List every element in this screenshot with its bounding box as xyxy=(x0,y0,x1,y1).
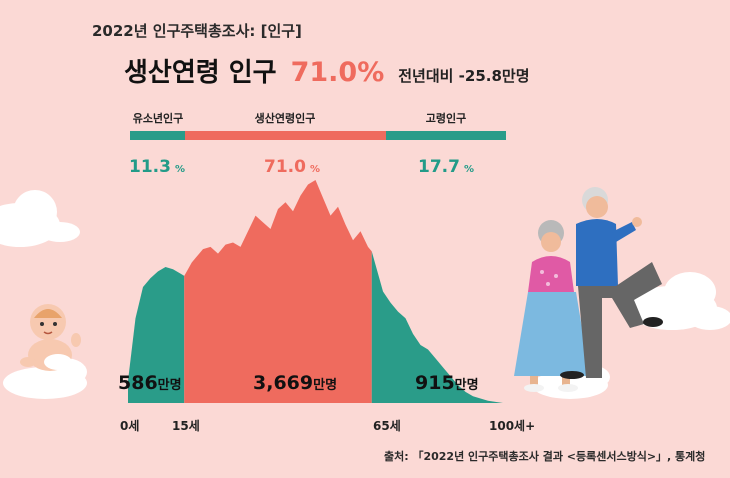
proportion-bar-youth xyxy=(130,131,185,140)
count-unit: 만명 xyxy=(454,378,479,393)
group-count-working: 3,669만명 xyxy=(253,372,337,394)
group-label-youth: 유소년인구 xyxy=(132,112,184,125)
group-percent-working: 71.0% xyxy=(264,157,320,177)
survey-title: 2022년 인구주택총조사: [인구] xyxy=(92,22,302,40)
percent-value: 71.0 xyxy=(264,157,306,177)
count-unit: 만명 xyxy=(157,378,182,393)
percent-value: 11.3 xyxy=(129,157,171,177)
group-label-elderly: 고령인구 xyxy=(425,112,467,125)
proportion-bar-elderly xyxy=(386,131,506,140)
cloud-left-decoration xyxy=(0,190,80,247)
x-tick-label: 100세+ xyxy=(489,419,536,433)
proportion-bar-working xyxy=(185,131,386,140)
count-unit: 만명 xyxy=(313,378,338,393)
group-percent-elderly: 17.7% xyxy=(418,157,474,177)
baby-illustration xyxy=(20,304,81,371)
percent-unit: % xyxy=(463,164,474,175)
count-value: 3,669 xyxy=(253,372,314,394)
count-value: 915 xyxy=(415,372,455,394)
group-count-youth: 586만명 xyxy=(118,372,182,394)
percent-unit: % xyxy=(174,164,185,175)
headline-label: 생산연령 인구 xyxy=(124,58,277,88)
headline-percent: 71.0% xyxy=(290,57,385,88)
x-tick-label: 15세 xyxy=(172,419,200,433)
x-tick-label: 65세 xyxy=(373,419,401,433)
headline: 생산연령 인구 71.0% 전년대비 -25.8만명 xyxy=(124,52,530,89)
percent-value: 17.7 xyxy=(418,157,460,177)
group-label-working: 생산연령인구 xyxy=(254,112,316,125)
group-percent-youth: 11.3% xyxy=(129,157,185,177)
area-working xyxy=(184,180,372,403)
count-value: 586 xyxy=(118,372,158,394)
source-note: 출처: 「2022년 인구주택총조사 결과 <등록센서스방식>」, 통계청 xyxy=(384,450,706,463)
x-tick-label: 0세 xyxy=(120,419,140,433)
area-elderly xyxy=(371,251,503,403)
area-youth xyxy=(128,266,185,403)
elderly-couple-illustration xyxy=(514,187,663,392)
percent-unit: % xyxy=(309,164,320,175)
headline-change: 전년대비 -25.8만명 xyxy=(398,67,530,85)
group-count-elderly: 915만명 xyxy=(415,372,479,394)
